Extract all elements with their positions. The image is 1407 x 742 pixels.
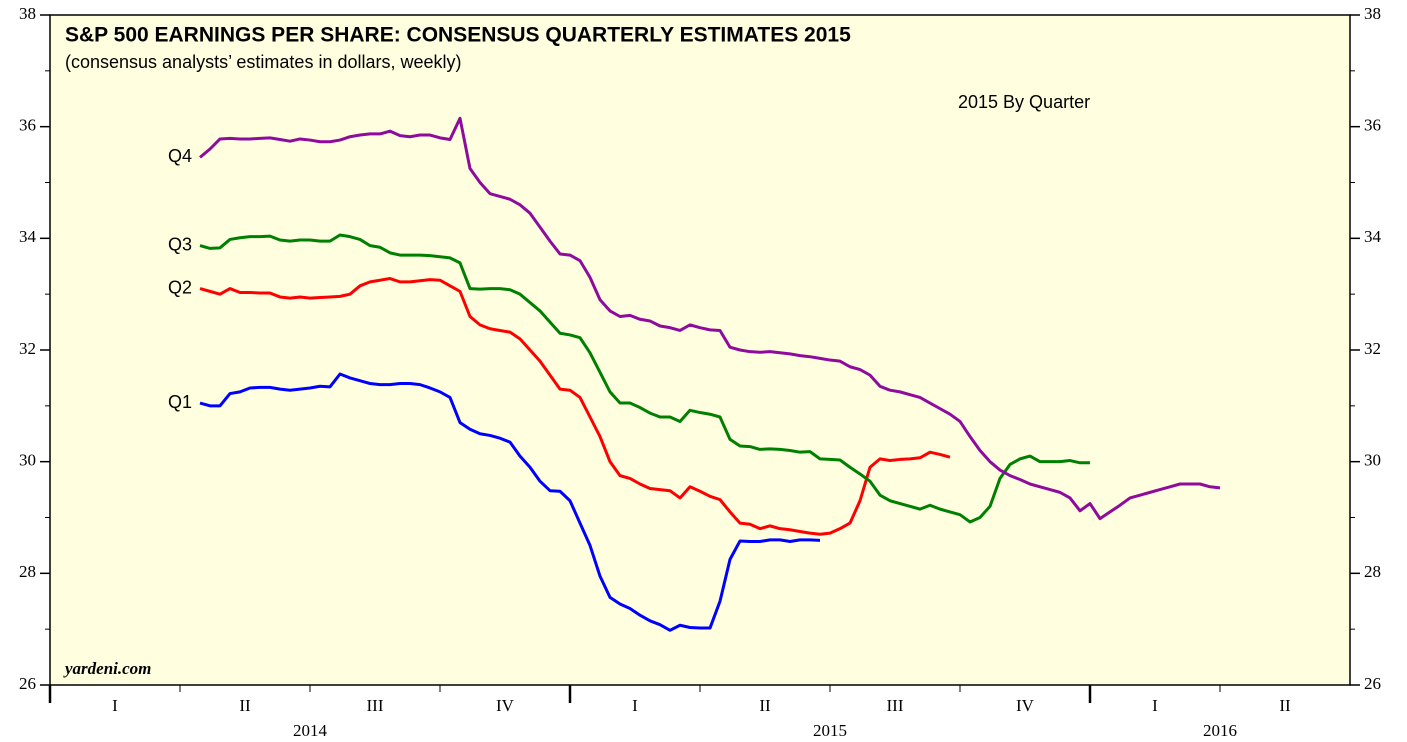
y-tick-label-right: 36 (1364, 116, 1381, 135)
source: yardeni.com (63, 659, 151, 678)
y-tick-label: 36 (19, 116, 36, 135)
y-tick-label: 26 (19, 674, 36, 693)
chart-title: S&P 500 EARNINGS PER SHARE: CONSENSUS QU… (65, 24, 851, 47)
series-label: Q1 (168, 392, 192, 412)
annotation: 2015 By Quarter (958, 92, 1090, 112)
year-label: 2014 (293, 721, 328, 740)
y-tick-label-right: 26 (1364, 674, 1381, 693)
x-tick-label: I (112, 696, 118, 715)
y-tick-label: 38 (19, 4, 36, 23)
series-line (199, 116, 1221, 521)
y-tick-label-right: 30 (1364, 451, 1381, 470)
y-tick-label-right: 38 (1364, 4, 1381, 23)
series-label: Q2 (168, 277, 192, 297)
x-tick-label: II (1279, 696, 1291, 715)
plot-area (49, 14, 1351, 686)
y-tick-label-right: 28 (1364, 562, 1381, 581)
y-tick-label: 32 (19, 339, 36, 358)
series-line (199, 372, 821, 632)
series-label: Q4 (168, 146, 192, 166)
x-tick-label: I (1152, 696, 1158, 715)
x-tick-label: IV (1016, 696, 1035, 715)
x-tick-label: III (887, 696, 904, 715)
x-tick-label: II (759, 696, 771, 715)
x-tick-label: IV (496, 696, 515, 715)
y-tick-label: 30 (19, 451, 36, 470)
year-label: 2016 (1203, 721, 1237, 740)
y-tick-label: 28 (19, 562, 36, 581)
series-line (199, 233, 1090, 524)
x-tick-label: I (632, 696, 638, 715)
x-tick-label: II (239, 696, 251, 715)
x-tick-label: III (367, 696, 384, 715)
y-tick-label-right: 34 (1364, 227, 1382, 246)
series-label: Q3 (168, 234, 192, 254)
y-tick-label: 34 (19, 227, 37, 246)
y-tick-label-right: 32 (1364, 339, 1381, 358)
chart-subtitle: (consensus analysts’ estimates in dollar… (65, 52, 462, 72)
year-label: 2015 (813, 721, 847, 740)
series-line (199, 277, 951, 536)
